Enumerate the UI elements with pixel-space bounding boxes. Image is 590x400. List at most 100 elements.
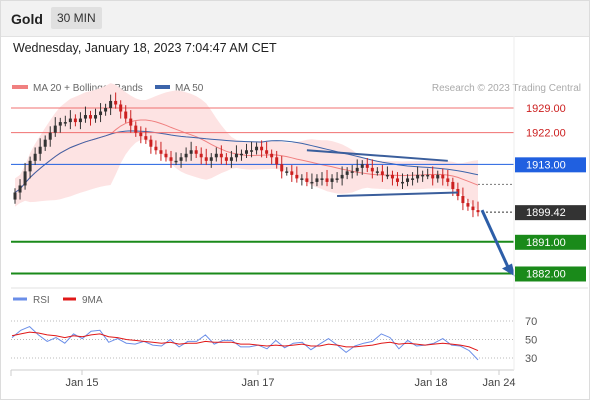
candle-body	[461, 196, 465, 204]
header-bar: Gold 30 MIN	[0, 0, 590, 37]
legend-ma-bb: MA 20 + Bollinger Bands	[33, 83, 143, 94]
candle-body	[18, 185, 22, 193]
candle-body	[144, 136, 148, 140]
candle-body	[401, 181, 405, 184]
candle-body	[99, 111, 103, 116]
candle-body	[149, 139, 153, 147]
candle-body	[245, 150, 248, 154]
candle-body	[114, 100, 118, 105]
forecast-arrow	[480, 209, 512, 273]
candle-body	[370, 167, 374, 172]
candle-body	[340, 174, 344, 179]
candle-body	[83, 115, 87, 119]
ma50-line	[14, 130, 479, 193]
candle-body	[94, 115, 98, 119]
candle-body	[184, 153, 188, 158]
candle-body	[416, 174, 420, 179]
candle-body	[295, 174, 299, 179]
candle-body	[385, 174, 389, 177]
candle-body	[355, 167, 359, 172]
candle-body	[330, 178, 334, 182]
legend-9ma: 9MA	[82, 295, 103, 306]
level-label-bg-pivot	[515, 157, 586, 173]
candle-body	[471, 206, 475, 211]
candle-body	[234, 153, 238, 158]
candle-body	[109, 100, 113, 108]
x-tick-label: Jan 17	[241, 377, 274, 389]
candle-body	[189, 150, 193, 154]
legend-ma50: MA 50	[175, 83, 204, 94]
candle-body	[179, 157, 183, 161]
level-label-pivot: 1913.00	[526, 159, 566, 171]
candle-body	[224, 157, 228, 161]
level-label-support: 1891.00	[526, 237, 566, 249]
candle-body	[13, 192, 17, 200]
candle-body	[169, 157, 173, 161]
candle-body	[280, 164, 284, 172]
x-tick-label: Jan 24	[482, 377, 515, 389]
x-tick-label: Jan 18	[414, 377, 447, 389]
trendline-upper	[306, 149, 448, 162]
rsi-9ma-line	[11, 331, 479, 352]
candle-body	[73, 118, 77, 123]
candle-body	[129, 118, 133, 126]
candle-body	[421, 174, 425, 177]
candle-body	[53, 125, 57, 133]
candle-body	[174, 160, 178, 163]
rsi-tick-label: 70	[525, 316, 537, 328]
level-label-resistance: 1929.00	[526, 103, 566, 115]
candle-body	[395, 178, 399, 182]
level-label-bg-support	[515, 266, 586, 282]
candle-body	[134, 125, 138, 133]
candle-body	[250, 150, 254, 152]
candle-body	[159, 150, 163, 154]
candle-body	[119, 104, 123, 112]
candle-body	[290, 171, 294, 175]
trendline-lower	[337, 191, 458, 198]
candle-body	[229, 157, 233, 161]
candle-body	[33, 153, 37, 161]
candle-body	[305, 178, 309, 182]
candle-body	[411, 178, 415, 180]
candle-body	[204, 157, 208, 161]
candle-body	[426, 174, 430, 177]
candle-body	[335, 178, 339, 180]
candle-body	[154, 146, 158, 151]
candle-body	[58, 122, 62, 126]
candle-body	[365, 164, 369, 168]
level-label-current: 1899.42	[526, 207, 566, 219]
candle-body	[265, 150, 269, 154]
candle-body	[124, 111, 128, 119]
instrument-title: Gold	[11, 11, 43, 27]
candle-body	[214, 153, 218, 158]
level-label-support: 1882.00	[526, 268, 566, 280]
candle-body	[63, 122, 67, 124]
candle-body	[43, 139, 47, 147]
candle-body	[360, 164, 364, 168]
rsi-tick-label: 50	[525, 335, 537, 347]
candle-body	[88, 115, 92, 119]
candle-body	[476, 210, 480, 213]
chart-datetime: Wednesday, January 18, 2023 7:04:47 AM C…	[13, 41, 277, 55]
candle-body	[28, 160, 32, 172]
candle-body	[380, 171, 384, 175]
candle-body	[104, 108, 108, 112]
rsi-tick-label: 30	[525, 353, 537, 365]
candle-body	[239, 153, 243, 156]
credit-text: Research © 2023 Trading Central	[432, 83, 581, 94]
candle-body	[270, 153, 274, 158]
candle-body	[48, 132, 52, 140]
candle-body	[345, 171, 349, 175]
candle-body	[325, 178, 329, 182]
candle-body	[275, 157, 279, 165]
level-label-bg-current	[515, 205, 586, 221]
rsi-line	[11, 326, 479, 361]
x-tick-label: Jan 15	[65, 377, 98, 389]
timeframe-button[interactable]: 30 MIN	[51, 7, 102, 29]
candle-body	[255, 146, 259, 151]
candle-body	[406, 178, 410, 182]
candle-body	[310, 181, 314, 184]
candle-body	[390, 174, 394, 179]
candle-body	[260, 146, 264, 151]
